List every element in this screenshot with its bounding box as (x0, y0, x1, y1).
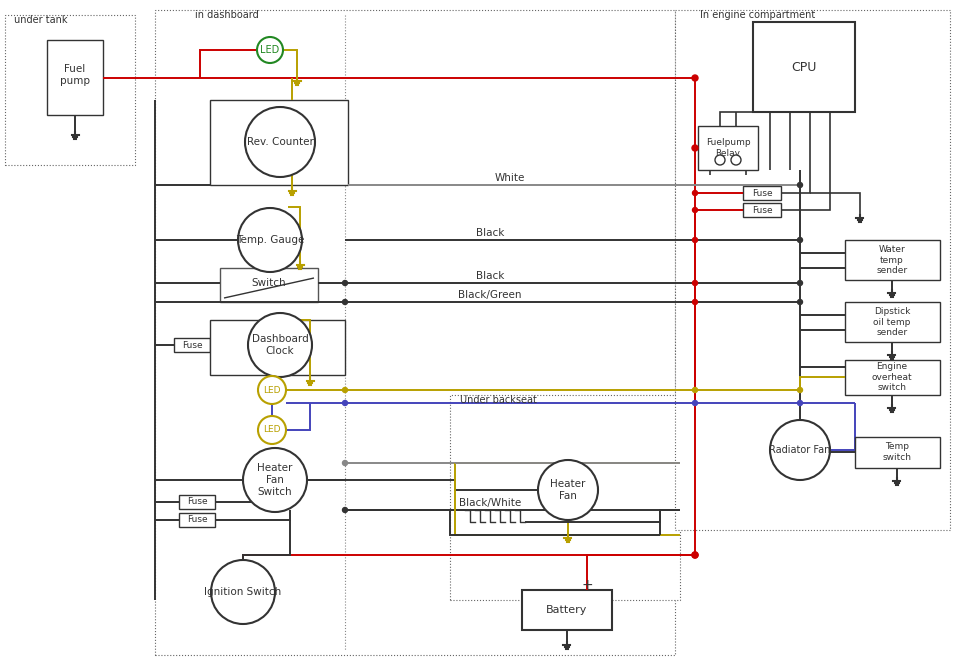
Circle shape (342, 460, 347, 466)
Text: LED: LED (260, 45, 279, 55)
Bar (844, 360, 939, 395)
Text: under tank: under tank (14, 15, 68, 25)
Circle shape (797, 182, 801, 188)
Text: Switch: Switch (252, 278, 286, 288)
Text: Heater
Fan
Switch: Heater Fan Switch (257, 464, 293, 496)
Bar (698, 126, 758, 170)
Text: Dashboard
Clock: Dashboard Clock (252, 334, 308, 356)
Text: Fuse: Fuse (181, 340, 202, 350)
Circle shape (237, 208, 302, 272)
Text: Black/White: Black/White (458, 498, 520, 508)
Circle shape (692, 208, 697, 212)
Text: Rev. Counter: Rev. Counter (246, 137, 314, 147)
Text: Temp. Gauge: Temp. Gauge (235, 235, 304, 245)
Circle shape (257, 376, 286, 404)
Circle shape (797, 299, 801, 304)
Text: in dashboard: in dashboard (194, 10, 258, 20)
Text: Fuse: Fuse (751, 206, 772, 214)
Circle shape (342, 299, 347, 304)
Circle shape (243, 448, 307, 512)
Bar (450, 395, 679, 600)
Text: +: + (580, 578, 592, 592)
Bar (752, 22, 854, 112)
Circle shape (797, 387, 801, 393)
Bar (521, 590, 612, 630)
Circle shape (692, 401, 697, 405)
Text: LED: LED (263, 425, 280, 435)
Text: Fuel
pump: Fuel pump (60, 64, 90, 86)
Circle shape (769, 420, 829, 480)
Bar (854, 437, 939, 468)
Bar (47, 40, 103, 115)
Bar (844, 302, 939, 342)
Bar (173, 338, 210, 352)
Circle shape (691, 552, 698, 558)
Bar (210, 100, 348, 185)
Text: In engine compartment: In engine compartment (700, 10, 815, 20)
Text: LED: LED (263, 385, 280, 395)
Circle shape (211, 560, 274, 624)
Text: White: White (495, 173, 525, 183)
Circle shape (691, 145, 698, 151)
Text: Radiator Fan: Radiator Fan (768, 445, 830, 455)
Circle shape (245, 107, 314, 177)
Text: Fuse: Fuse (187, 515, 207, 525)
Text: Engine
overheat
switch: Engine overheat switch (871, 362, 911, 392)
Bar (844, 240, 939, 280)
Text: Black: Black (476, 228, 503, 238)
Text: Battery: Battery (546, 605, 587, 615)
Bar (742, 186, 781, 200)
Text: Dipstick
oil temp
sender: Dipstick oil temp sender (872, 307, 910, 337)
Text: Water
temp
sender: Water temp sender (876, 245, 906, 275)
Circle shape (342, 507, 347, 513)
Text: Black: Black (476, 271, 503, 281)
Circle shape (692, 387, 697, 393)
Bar (5, 15, 135, 165)
Circle shape (692, 281, 697, 285)
Text: CPU: CPU (790, 60, 816, 74)
Bar (742, 203, 781, 217)
Circle shape (797, 237, 801, 243)
Bar (220, 268, 317, 302)
Text: Under backseat: Under backseat (459, 395, 537, 405)
Bar (675, 10, 949, 530)
Circle shape (797, 401, 801, 405)
Circle shape (714, 155, 724, 165)
Circle shape (257, 416, 286, 444)
Circle shape (730, 155, 740, 165)
Circle shape (692, 190, 697, 196)
Circle shape (692, 299, 697, 304)
Bar (179, 495, 214, 509)
Circle shape (797, 281, 801, 285)
Text: Fuse: Fuse (187, 498, 207, 507)
Text: Fuse: Fuse (751, 188, 772, 198)
Bar (154, 10, 675, 655)
Text: Heater
Fan: Heater Fan (550, 479, 585, 500)
Text: Black/Green: Black/Green (457, 290, 521, 300)
Circle shape (342, 387, 347, 393)
Bar (179, 513, 214, 527)
Text: Temp
switch: Temp switch (882, 442, 910, 462)
Circle shape (342, 281, 347, 285)
Text: Fuelpump
Relay: Fuelpump Relay (705, 138, 749, 157)
Circle shape (691, 552, 698, 558)
Circle shape (537, 460, 598, 520)
Text: Ignition Switch: Ignition Switch (204, 587, 281, 597)
Bar (210, 320, 345, 375)
Circle shape (248, 313, 312, 377)
Circle shape (691, 75, 698, 81)
Circle shape (692, 237, 697, 243)
Circle shape (256, 37, 283, 63)
Circle shape (342, 401, 347, 405)
